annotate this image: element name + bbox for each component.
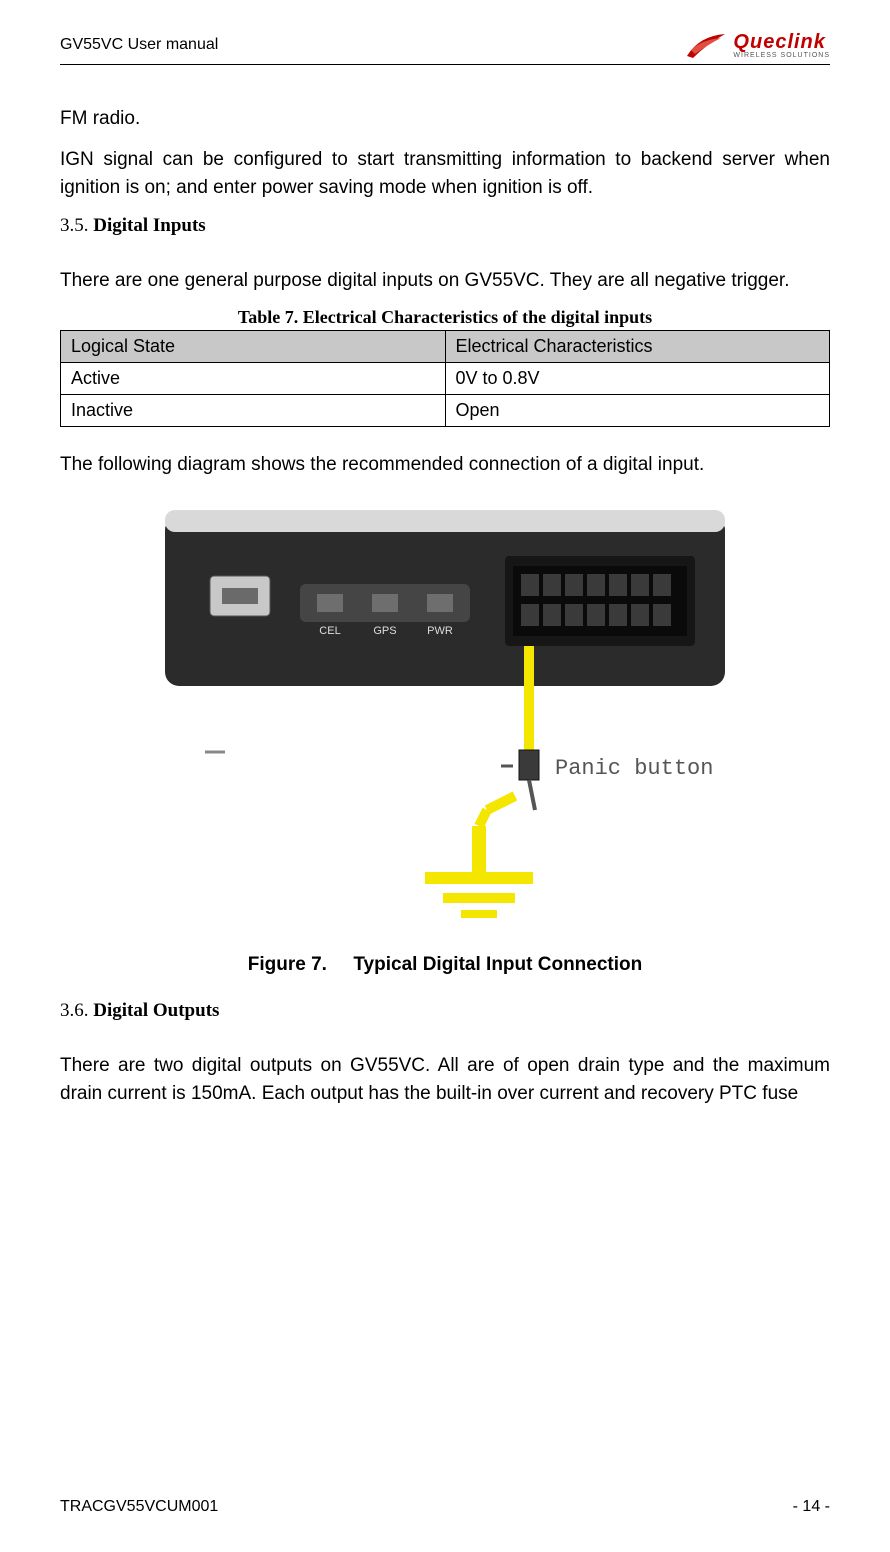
figure-7: CEL GPS PWR Panic button: [60, 496, 830, 936]
table-row: Inactive Open: [61, 395, 830, 427]
led-label-cel: CEL: [319, 625, 340, 637]
section-heading-3-5: 3.5. Digital Inputs: [60, 215, 830, 237]
figure-caption-prefix: Figure 7.: [248, 954, 327, 975]
figure-7-caption: Figure 7. Typical Digital Input Connecti…: [60, 954, 830, 976]
section-title: Digital Outputs: [93, 1000, 219, 1021]
page-header: GV55VC User manual Queclink WIRELESS SOL…: [60, 30, 830, 65]
table-cell: Open: [445, 395, 830, 427]
section-3-6-para: There are two digital outputs on GV55VC.…: [60, 1052, 830, 1109]
logo-tagline: WIRELESS SOLUTIONS: [733, 52, 830, 59]
led-label-pwr: PWR: [427, 625, 453, 637]
table-col-characteristics: Electrical Characteristics: [445, 331, 830, 363]
table-row: Active 0V to 0.8V: [61, 363, 830, 395]
diagram-intro: The following diagram shows the recommen…: [60, 451, 830, 480]
brand-logo: Queclink WIRELESS SOLUTIONS: [685, 30, 830, 60]
section-number: 3.5.: [60, 215, 93, 236]
logo-text: Queclink WIRELESS SOLUTIONS: [733, 32, 830, 59]
logo-brand-name: Queclink: [733, 32, 830, 52]
table-cell: Inactive: [61, 395, 446, 427]
section-3-5-intro: There are one general purpose digital in…: [60, 267, 830, 296]
paragraph-fm-radio: FM radio.: [60, 105, 830, 134]
footer-doc-id: TRACGV55VCUM001: [60, 1498, 218, 1516]
section-number: 3.6.: [60, 1000, 93, 1021]
section-heading-3-6: 3.6. Digital Outputs: [60, 1000, 830, 1022]
logo-swoosh-icon: [685, 30, 727, 60]
table-7-caption: Table 7. Electrical Characteristics of t…: [60, 307, 830, 328]
digital-input-diagram-icon: CEL GPS PWR Panic button: [125, 496, 765, 936]
footer-page-number: - 14 -: [793, 1498, 830, 1516]
paragraph-ign-signal: IGN signal can be configured to start tr…: [60, 146, 830, 203]
table-col-logical-state: Logical State: [61, 331, 446, 363]
led-label-gps: GPS: [373, 625, 396, 637]
table-cell: 0V to 0.8V: [445, 363, 830, 395]
page-footer: TRACGV55VCUM001 - 14 -: [60, 1498, 830, 1516]
table-header-row: Logical State Electrical Characteristics: [61, 331, 830, 363]
figure-caption-text: Typical Digital Input Connection: [353, 954, 642, 975]
table-cell: Active: [61, 363, 446, 395]
table-7-digital-inputs: Logical State Electrical Characteristics…: [60, 330, 830, 427]
header-doc-title: GV55VC User manual: [60, 36, 218, 54]
section-title: Digital Inputs: [93, 215, 205, 236]
panic-button-label: Panic button: [555, 756, 713, 781]
